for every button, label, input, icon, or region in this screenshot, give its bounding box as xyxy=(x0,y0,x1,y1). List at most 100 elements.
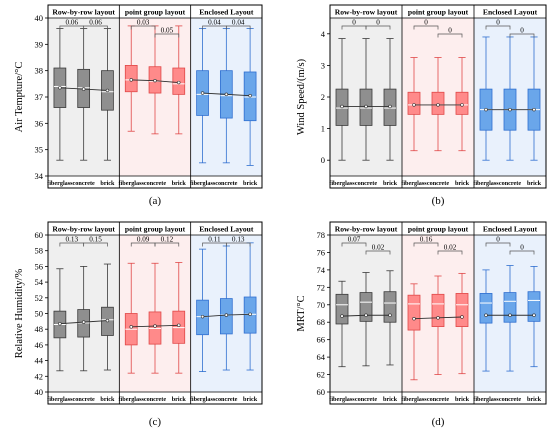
mean-marker xyxy=(388,104,392,109)
box-brick xyxy=(455,272,469,375)
material-label: fiberglass xyxy=(473,396,499,403)
y-tick-label: 44 xyxy=(35,356,44,366)
material-label: brick xyxy=(527,180,542,187)
box-iqr xyxy=(383,291,397,323)
material-label: concrete xyxy=(499,180,521,187)
mean-marker xyxy=(412,317,416,321)
material-label: brick xyxy=(243,180,258,187)
y-tick-label: 40 xyxy=(35,387,44,397)
bracket-label: 0 xyxy=(520,244,524,252)
material-label: concrete xyxy=(355,180,377,187)
bracket-label: 0.02 xyxy=(372,244,385,252)
bracket-label: 0.13 xyxy=(65,236,78,244)
bracket-label: 0 xyxy=(352,19,356,27)
significance-bracket: 0.04 xyxy=(225,19,251,30)
bracket-line xyxy=(130,25,156,30)
material-label: fiberglass xyxy=(329,396,355,403)
bracket-label: 0.06 xyxy=(65,19,78,27)
mean-marker xyxy=(340,104,344,109)
group-header-label: Row-by-row layout xyxy=(335,8,398,17)
box-fiberglass xyxy=(124,262,138,374)
bracket-line xyxy=(413,25,439,30)
mean-marker xyxy=(58,86,62,90)
bracket-label: 0 xyxy=(448,27,452,35)
panel-a: Row-by-row layout point group layout Enclo… xyxy=(14,4,263,207)
group-header-label: point group layout xyxy=(125,225,186,234)
bracket-label: 0.04 xyxy=(232,19,245,27)
significance-bracket: 0 xyxy=(365,19,391,30)
mean-marker xyxy=(177,323,181,327)
bracket-label: 0.03 xyxy=(137,19,150,27)
mean-marker xyxy=(58,322,62,326)
panel-frame xyxy=(329,221,547,405)
bracket-label: 0.05 xyxy=(161,27,174,35)
panel-frame xyxy=(47,4,263,189)
y-tick-label: 0 xyxy=(321,155,325,165)
y-tick-label: 56 xyxy=(35,261,44,271)
significance-bracket: 0.06 xyxy=(83,19,108,30)
box-iqr xyxy=(359,292,373,322)
mean-marker xyxy=(248,93,252,98)
bracket-line xyxy=(509,250,535,255)
group-header-label: Enclosed Layout xyxy=(483,225,538,234)
y-tick-label: 40 xyxy=(35,13,44,23)
y-tick-label: 37 xyxy=(35,92,44,102)
material-label: brick xyxy=(383,396,398,403)
panel-label: (c) xyxy=(149,416,162,428)
bracket-label: 0 xyxy=(520,27,524,35)
y-tick-label: 74 xyxy=(317,265,326,275)
y-tick-label: 1 xyxy=(321,124,325,134)
material-label: concrete xyxy=(144,180,166,187)
significance-bracket: 0.05 xyxy=(154,27,180,38)
y-tick-label: 64 xyxy=(317,352,326,362)
panel-label: (b) xyxy=(432,195,445,207)
bracket-line xyxy=(485,25,511,30)
panel-frame xyxy=(47,221,263,405)
material-label: fiberglass xyxy=(190,180,216,187)
mean-marker xyxy=(200,314,205,319)
material-label: fiberglass xyxy=(47,396,73,403)
bracket-line xyxy=(154,242,180,247)
bracket-label: 0.07 xyxy=(348,236,361,244)
mean-marker xyxy=(153,78,157,83)
material-label: fiberglass xyxy=(47,180,73,187)
y-tick-label: 50 xyxy=(35,309,44,319)
mean-marker xyxy=(105,318,110,323)
box-iqr xyxy=(431,293,445,327)
mean-marker xyxy=(248,312,252,316)
y-axis-title: Relative Humidity/% xyxy=(14,268,25,358)
panel-frame xyxy=(329,4,547,189)
box-fiberglass xyxy=(335,280,349,368)
group-header-label: Enclosed Layout xyxy=(483,8,538,17)
y-tick-label: 39 xyxy=(35,39,44,49)
box-iqr xyxy=(407,294,421,331)
bracket-line xyxy=(365,25,391,30)
material-label: brick xyxy=(383,180,398,187)
mean-marker xyxy=(508,107,512,112)
bracket-line xyxy=(83,25,108,30)
y-tick-label: 38 xyxy=(35,66,44,76)
mean-marker xyxy=(412,103,416,107)
mean-marker xyxy=(129,78,133,82)
significance-bracket: 0 xyxy=(485,236,511,247)
bracket-line xyxy=(83,242,108,247)
significance-bracket: 0.03 xyxy=(130,19,156,30)
box-brick xyxy=(527,265,541,368)
material-label: concrete xyxy=(355,396,377,403)
material-label: fiberglass xyxy=(119,180,145,187)
material-label: fiberglass xyxy=(473,180,499,187)
material-label: fiberglass xyxy=(190,396,216,403)
bracket-label: 0.13 xyxy=(232,236,245,244)
group-header-label: point group layout xyxy=(408,8,469,17)
group-header-label: Row-by-row layout xyxy=(335,225,398,234)
y-tick-label: 42 xyxy=(35,371,44,381)
material-label: concrete xyxy=(427,396,449,403)
mean-marker xyxy=(508,313,512,317)
material-label: fiberglass xyxy=(329,180,355,187)
bracket-line xyxy=(437,250,463,255)
group-header-label: point group layout xyxy=(408,225,469,234)
y-tick-label: 35 xyxy=(35,145,44,155)
box-fiberglass xyxy=(407,283,421,381)
mean-marker xyxy=(460,103,464,107)
